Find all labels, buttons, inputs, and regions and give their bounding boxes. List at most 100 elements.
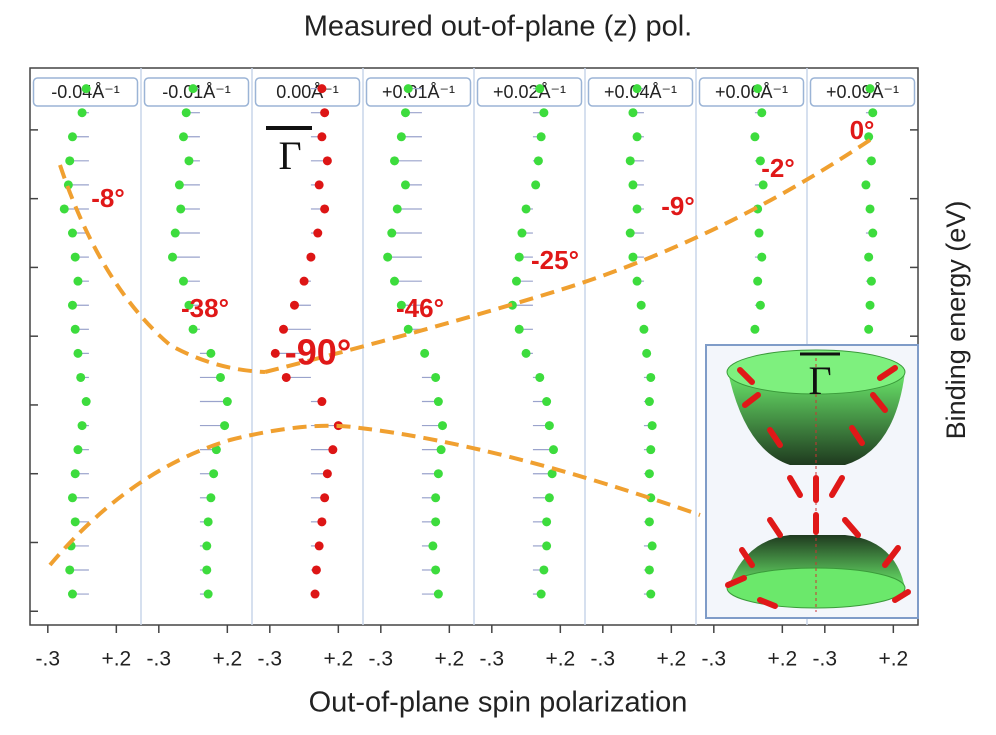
data-point [383,252,393,262]
data-point [420,348,430,358]
data-point [632,132,642,142]
data-point [178,132,188,142]
data-point [81,84,91,94]
legend-box [587,77,694,107]
data-point [81,397,91,407]
data-point [403,84,413,94]
data-point [539,108,549,118]
data-point [67,228,77,238]
data-point [753,276,763,286]
data-point [542,397,552,407]
data-point [755,156,765,166]
spin-arrow [842,517,861,538]
data-point [65,156,75,166]
spin-arrow [737,367,755,385]
data-point [431,493,441,503]
legend-label: +0.01Å⁻¹ [382,82,455,102]
data-point [868,108,878,118]
angle-annotation: -8° [91,183,125,213]
x-tick-label: -.3 [258,648,283,671]
data-point [73,445,83,455]
legend-label: +0.06Å⁻¹ [715,82,788,102]
spin-arrow [767,517,783,538]
data-point [433,469,443,479]
data-point [220,421,230,431]
data-point [289,300,299,310]
data-point [314,541,324,551]
spin-arrow [870,392,888,413]
data-point [403,324,413,334]
data-point [536,589,546,599]
data-point [433,589,443,599]
spin-arrows [725,365,911,609]
data-point [188,84,198,94]
data-point [178,276,188,286]
x-tick-label: +.2 [878,648,908,671]
data-point [514,252,524,262]
data-point [533,156,543,166]
data-point [170,228,180,238]
data-point [390,276,400,286]
data-point [864,252,874,262]
data-point [270,348,280,358]
data-point [644,517,654,527]
angle-annotation: -90° [285,332,351,373]
data-point [314,180,324,190]
data-point [184,156,194,166]
legend-box [698,77,805,107]
data-point [548,445,558,455]
data-point [866,276,876,286]
data-point [632,204,642,214]
data-point [865,300,875,310]
legend-box [365,77,472,107]
data-point [310,589,320,599]
data-point [750,324,760,334]
data-point [864,132,874,142]
spin-arrow [739,547,755,568]
legend-box [476,77,583,107]
data-point [317,397,327,407]
data-point [431,372,441,382]
legend-label: 0.00Å⁻¹ [276,82,339,102]
data-point [644,397,654,407]
x-tick-label: +.2 [767,648,797,671]
x-tick-label: +.2 [212,648,242,671]
x-tick-label: -.3 [702,648,727,671]
data-point [625,228,635,238]
data-point [433,397,443,407]
x-tick-label: -.3 [591,648,616,671]
angle-annotation: -38° [181,293,229,323]
data-point [390,156,400,166]
guide-curve [58,164,266,374]
data-point [647,421,657,431]
spin-arrow [882,545,901,568]
data-point [67,132,77,142]
data-point [176,204,186,214]
x-tick-label: +.2 [101,648,131,671]
data-point [542,517,552,527]
data-point [628,108,638,118]
data-point [758,180,768,190]
data-point [279,324,289,334]
data-point [754,228,764,238]
data-point [70,517,80,527]
data-point [174,180,184,190]
legend-label: +0.09Å⁻¹ [826,82,899,102]
data-point [73,348,83,358]
data-point [67,589,77,599]
data-point [320,493,330,503]
data-point [644,469,654,479]
data-point [753,84,763,94]
x-tick-label: +.2 [323,648,353,671]
spin-arrow [742,392,761,408]
data-point [181,108,191,118]
spin-arrow [787,475,803,498]
data-point [646,445,656,455]
data-point [436,445,446,455]
data-point [320,108,330,118]
data-point [59,204,69,214]
data-point [70,469,80,479]
data-point [431,517,441,527]
gamma-label: Γ [278,133,301,178]
spin-arrow [892,589,911,603]
